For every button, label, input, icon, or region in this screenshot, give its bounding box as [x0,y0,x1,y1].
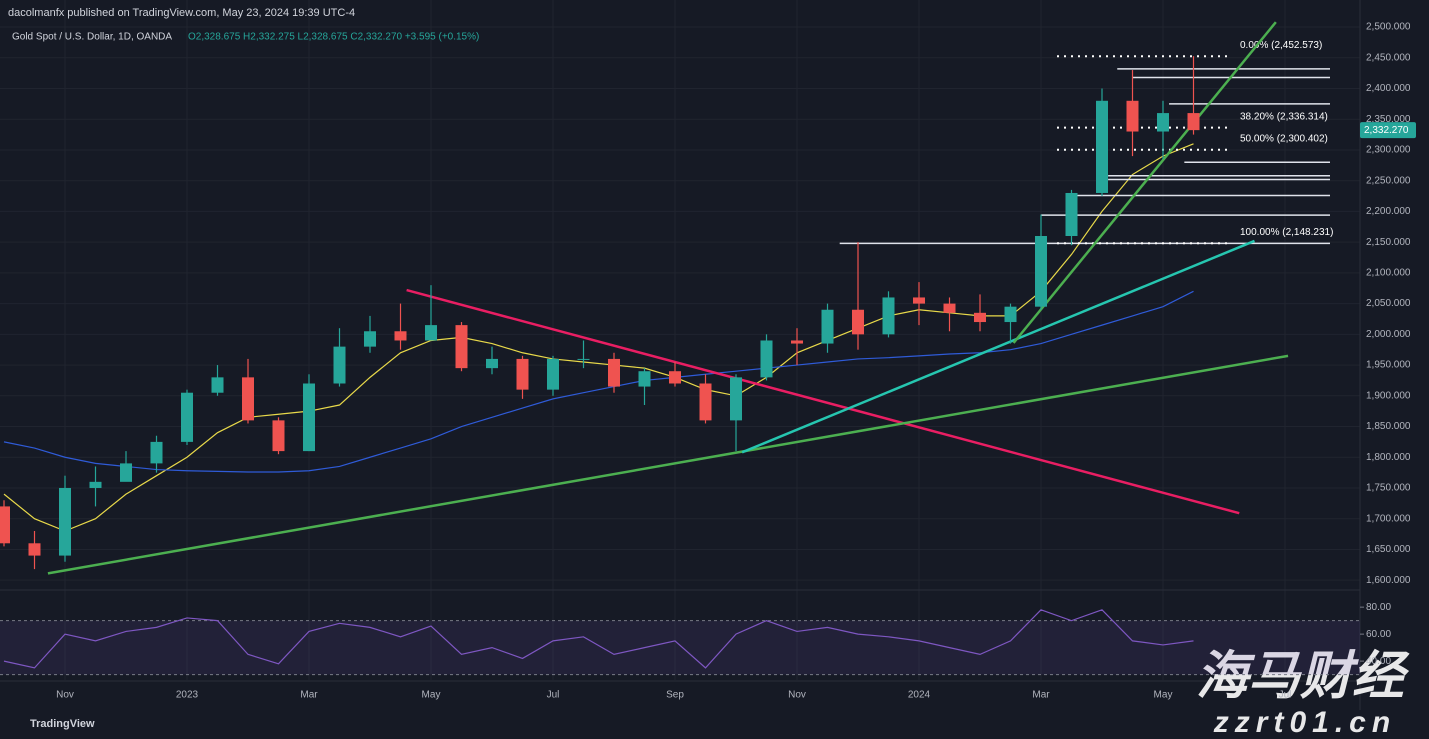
y-tick-label: 1,600.000 [1366,575,1411,586]
y-tick-label: 1,800.000 [1366,452,1411,463]
candle-body [1096,100,1108,193]
candle-body [364,331,376,347]
x-tick-label: May [1154,690,1173,701]
rsi-line [3,609,1194,669]
y-tick-label: 1,650.000 [1366,544,1411,555]
candle-body [333,346,346,384]
x-tick-label: Mar [1032,690,1050,701]
candle-body [760,340,773,378]
candle-body [0,506,10,544]
y-tick-label: 1,750.000 [1366,483,1411,494]
y-tick-label: 2,100.000 [1366,268,1411,279]
y-tick-label: 2,000.000 [1366,329,1411,340]
candle-body [28,543,41,556]
candle-body [547,358,559,390]
candle-body [1035,236,1047,307]
candle-body [455,325,468,369]
x-tick-label: Nov [56,690,74,701]
candle-body [1004,306,1017,323]
last-price-tag [1360,122,1416,139]
y-tick-label: 2,200.000 [1366,206,1411,217]
y-tick-label: 2,350.000 [1366,114,1411,125]
candle-body [486,358,498,369]
x-tick-label: Jul [547,690,560,701]
moving-average [3,290,1194,473]
candle-body [699,383,712,421]
branding: TradingView [30,718,95,730]
x-tick-label: Nov [788,690,806,701]
y-tick-label: 1,850.000 [1366,421,1411,432]
candle-body [1157,113,1169,132]
rsi-band [0,620,1360,675]
candle-body [913,297,925,304]
candle-body [425,325,437,341]
candle-body [181,392,193,442]
x-tick-label: 2024 [908,690,931,701]
rsi-tick-label: 60.00 [1366,629,1391,640]
x-tick-label: Sep [666,690,684,701]
candle-body [150,441,163,464]
watermark: 海马财经 [1196,648,1410,706]
candle-body [882,297,895,335]
y-tick-label: 2,400.000 [1366,83,1411,94]
y-tick-label: 2,250.000 [1366,175,1411,186]
candle-body [821,309,834,344]
candle-body [730,377,742,421]
trendline [741,239,1255,454]
y-tick-label: 2,050.000 [1366,298,1411,309]
candle-body [791,340,803,344]
y-tick-label: 1,900.000 [1366,390,1411,401]
candle-body [577,358,590,360]
fib-label: 50.00% (2,300.402) [1240,133,1328,144]
x-tick-label: Jul [1279,690,1292,701]
candle-body [211,377,224,393]
chart-title: Gold Spot / U.S. Dollar, 1D, OANDA [12,32,172,43]
candle-body [516,358,529,390]
candle-body [120,463,132,482]
moving-average [3,143,1194,532]
candle-body [89,481,102,488]
candle-body [943,303,956,313]
trendline [47,354,1289,575]
watermark-url: zzrt01.cn [1213,706,1396,739]
last-price-label: 2,332.270 [1364,125,1409,136]
fib-label: 0.00% (2,452.573) [1240,40,1322,51]
x-tick-label: May [422,690,441,701]
candle-body [242,377,254,421]
publisher: dacolmanfx published on TradingView.com,… [8,7,355,19]
x-tick-label: Mar [300,690,318,701]
trendline [1012,21,1277,344]
fib-label: 38.20% (2,336.314) [1240,111,1328,122]
candle-body [1187,113,1200,131]
candle-body [1126,100,1139,132]
y-tick-label: 2,450.000 [1366,52,1411,63]
candle-body [1065,192,1078,236]
rsi-tick-label: 40.00 [1366,656,1391,667]
candle-body [394,331,407,341]
y-tick-label: 1,700.000 [1366,513,1411,524]
candle-body [608,358,620,387]
y-tick-label: 2,500.000 [1366,22,1411,33]
fib-label: 100.00% (2,148.231) [1240,227,1333,238]
y-tick-label: 2,300.000 [1366,145,1411,156]
candle-body [272,420,285,452]
y-tick-label: 2,150.000 [1366,237,1411,248]
candle-body [638,371,651,387]
candle-body [59,487,71,556]
rsi-tick-label: 80.00 [1366,602,1391,613]
candle-body [669,371,681,384]
candle-body [303,383,315,452]
ohlc-header: O2,328.675 H2,332.275 L2,328.675 C2,332.… [188,32,479,43]
trendline [406,288,1240,515]
y-tick-label: 1,950.000 [1366,360,1411,371]
candle-body [852,309,864,335]
x-tick-label: 2023 [176,690,199,701]
candle-body [974,312,986,323]
